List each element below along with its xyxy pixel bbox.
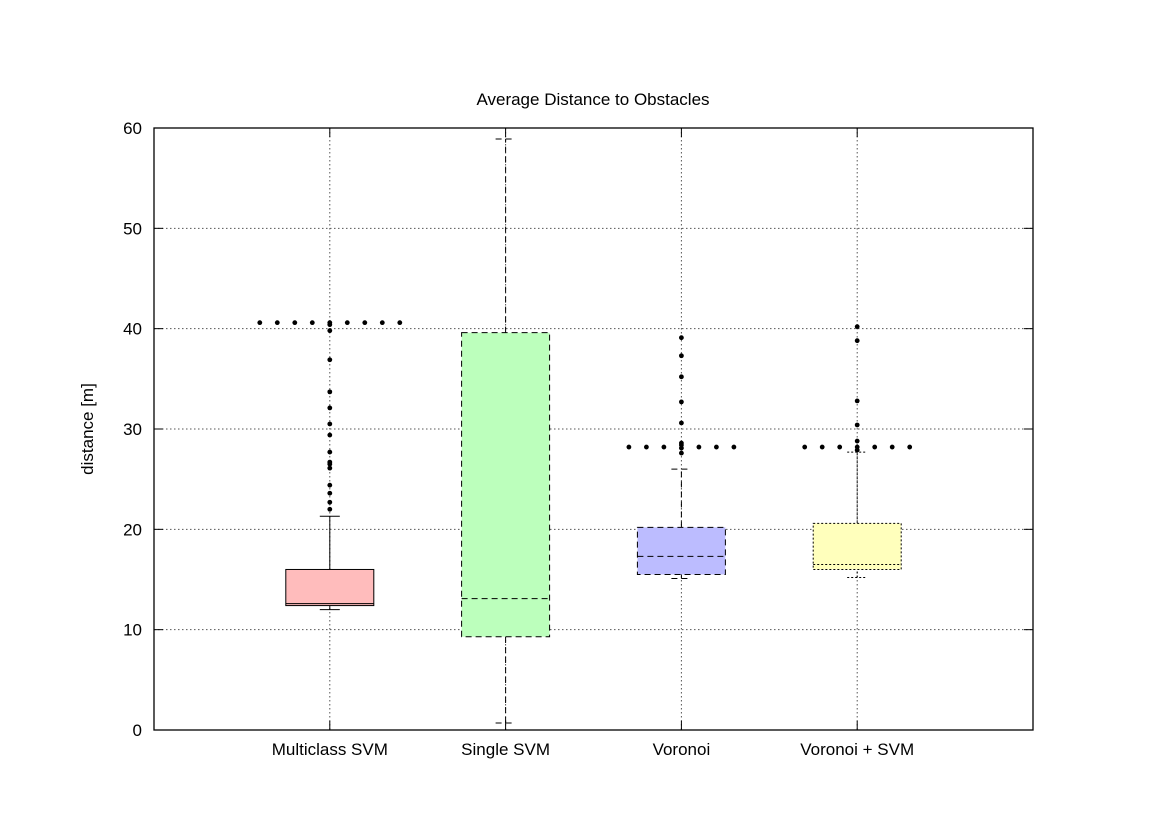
outlier-point	[731, 444, 737, 450]
outlier-point	[854, 324, 860, 330]
box-single-svm	[461, 138, 551, 724]
outlier-point	[854, 438, 860, 444]
box-body	[636, 526, 726, 575]
y-axis-label: distance [m]	[78, 383, 97, 475]
outlier-point	[327, 465, 333, 471]
outlier-point	[327, 449, 333, 455]
boxes	[285, 138, 902, 724]
outlier-point	[327, 421, 333, 427]
outlier-point	[327, 482, 333, 488]
outlier-point	[309, 320, 315, 326]
y-tick-label: 60	[123, 119, 142, 138]
outlier-point	[679, 420, 684, 426]
y-tick-label: 30	[123, 420, 142, 439]
outlier-point	[327, 499, 333, 505]
x-tick-label: Voronoi	[653, 740, 711, 759]
box-body	[461, 332, 551, 638]
chart-title: Average Distance to Obstacles	[476, 90, 709, 109]
box-voronoi-svm	[812, 451, 902, 578]
outlier-point	[257, 320, 263, 326]
outlier-point	[327, 490, 333, 496]
box-multiclass-svm	[285, 515, 375, 611]
outlier-point	[362, 320, 368, 326]
y-tick-label: 40	[123, 320, 142, 339]
outlier-point	[644, 444, 649, 450]
outlier-point	[679, 353, 684, 359]
outlier-point	[327, 320, 333, 326]
outlier-point	[854, 398, 860, 404]
box-voronoi	[636, 468, 726, 579]
box-body	[812, 522, 902, 570]
outlier-point	[397, 320, 403, 326]
outlier-point	[327, 328, 333, 334]
outlier-point	[327, 459, 333, 465]
outlier-point	[854, 338, 860, 344]
y-tick-label: 50	[123, 219, 142, 238]
outlier-point	[889, 444, 895, 450]
outlier-point	[872, 444, 878, 450]
outlier-point	[679, 374, 684, 380]
outlier-point	[679, 440, 684, 446]
grid-lines	[154, 128, 1033, 730]
outlier-point	[327, 389, 333, 395]
outlier-point	[626, 444, 632, 450]
outlier-point	[714, 444, 719, 450]
outlier-point	[696, 444, 702, 450]
axis-ticks: 0 10 20 30 40 50 60 Multiclass SVM Single SVM Vor…	[123, 119, 1033, 759]
outlier-point	[274, 320, 280, 326]
outlier-point	[379, 320, 385, 326]
x-tick-label: Multiclass SVM	[272, 740, 388, 759]
y-tick-label: 10	[123, 621, 142, 640]
outlier-point	[292, 320, 298, 326]
outlier-point	[854, 444, 860, 450]
outlier-point	[679, 399, 684, 405]
outlier-point	[819, 444, 825, 450]
outlier-point	[802, 444, 808, 450]
outlier-point	[679, 335, 684, 341]
x-tick-label: Voronoi + SVM	[800, 740, 914, 759]
outlier-point	[327, 432, 333, 438]
outlier-point	[344, 320, 350, 326]
outlier-point	[661, 444, 667, 450]
outlier-point	[907, 444, 913, 450]
outlier-point	[837, 444, 843, 450]
x-tick-label: Single SVM	[461, 740, 550, 759]
outlier-point	[679, 450, 684, 456]
outlier-point	[854, 422, 860, 428]
outlier-point	[327, 357, 333, 363]
box-body	[285, 568, 375, 607]
outlier-points	[257, 320, 913, 512]
y-tick-label: 20	[123, 520, 142, 539]
y-tick-label: 0	[133, 721, 142, 740]
outlier-point	[327, 506, 333, 512]
plot-frame	[153, 127, 1034, 731]
outlier-point	[327, 405, 333, 411]
